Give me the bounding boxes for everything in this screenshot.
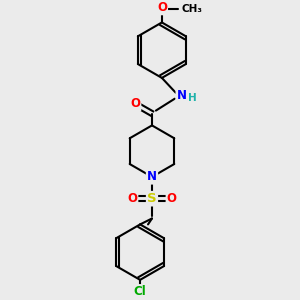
Text: O: O: [127, 192, 137, 205]
Text: O: O: [167, 192, 177, 205]
Text: N: N: [177, 89, 187, 102]
Text: H: H: [188, 93, 197, 103]
Text: S: S: [147, 192, 157, 205]
Text: Cl: Cl: [134, 285, 146, 298]
Text: O: O: [130, 97, 140, 110]
Text: N: N: [147, 170, 157, 183]
Text: O: O: [157, 1, 167, 14]
Text: CH₃: CH₃: [182, 4, 203, 14]
